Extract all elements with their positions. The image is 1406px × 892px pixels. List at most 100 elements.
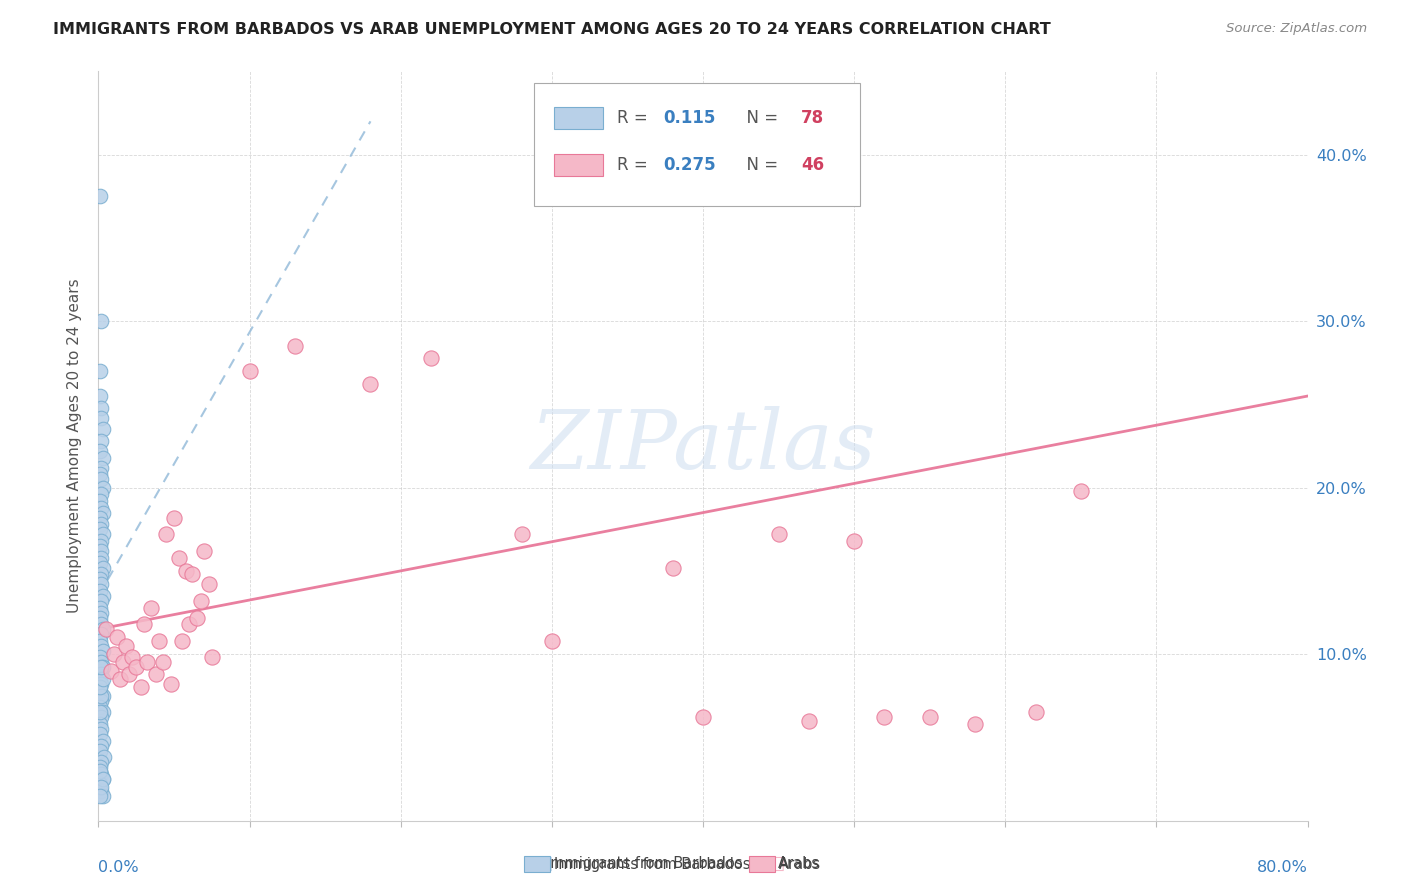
Point <box>125 660 148 674</box>
Point <box>93 750 115 764</box>
Point <box>129 681 152 695</box>
Point <box>89 672 111 686</box>
Point <box>91 622 114 636</box>
Point <box>91 422 114 436</box>
Point <box>918 710 941 724</box>
Point <box>89 764 111 778</box>
Point <box>100 664 122 678</box>
Text: N =: N = <box>735 156 783 174</box>
Point <box>90 710 112 724</box>
Point <box>90 722 112 736</box>
Point <box>89 444 111 458</box>
Point <box>89 633 111 648</box>
Point <box>90 627 112 641</box>
Point <box>90 677 112 691</box>
Point <box>90 739 112 753</box>
Point <box>844 533 866 548</box>
Point <box>89 681 111 695</box>
Point <box>90 656 112 670</box>
Point <box>181 567 204 582</box>
Point <box>91 481 114 495</box>
Point <box>90 500 112 515</box>
Bar <box>554 106 603 129</box>
Point <box>90 544 112 558</box>
Point <box>201 650 224 665</box>
Point <box>193 544 215 558</box>
Point <box>90 472 112 486</box>
Point <box>90 434 112 448</box>
Point <box>89 789 111 803</box>
Point <box>114 639 136 653</box>
Point <box>90 577 112 591</box>
Point <box>90 460 112 475</box>
Text: 0.275: 0.275 <box>664 156 716 174</box>
Point <box>89 494 111 508</box>
Point <box>89 650 111 665</box>
Point <box>284 339 307 353</box>
Text: 0.0%: 0.0% <box>98 860 139 874</box>
Point <box>148 633 170 648</box>
Text: 0.115: 0.115 <box>664 109 716 127</box>
FancyBboxPatch shape <box>534 83 860 206</box>
Bar <box>554 153 603 177</box>
Point <box>1024 706 1046 720</box>
Point <box>118 667 141 681</box>
Point <box>190 594 212 608</box>
Point <box>152 656 174 670</box>
Point <box>89 364 111 378</box>
Point <box>91 789 114 803</box>
Point <box>132 617 155 632</box>
Text: □: □ <box>534 854 553 873</box>
Text: Arabs: Arabs <box>778 856 820 871</box>
Point <box>239 364 262 378</box>
Point <box>89 744 111 758</box>
Point <box>90 487 112 501</box>
Text: Source: ZipAtlas.com: Source: ZipAtlas.com <box>1226 22 1367 36</box>
Point <box>873 710 896 724</box>
Point <box>89 389 111 403</box>
Point <box>90 756 112 770</box>
Point <box>90 410 112 425</box>
Text: □: □ <box>766 854 785 873</box>
Point <box>692 710 714 724</box>
Point <box>510 527 533 541</box>
Text: Arabs: Arabs <box>779 857 821 871</box>
Point <box>103 647 125 661</box>
Point <box>90 517 112 532</box>
Point <box>89 467 111 482</box>
Point <box>661 560 683 574</box>
Point <box>89 189 111 203</box>
Point <box>167 550 190 565</box>
Point <box>135 656 157 670</box>
Point <box>91 450 114 465</box>
Point <box>90 694 112 708</box>
Text: 78: 78 <box>801 109 824 127</box>
Text: R =: R = <box>617 156 654 174</box>
Y-axis label: Unemployment Among Ages 20 to 24 years: Unemployment Among Ages 20 to 24 years <box>67 278 83 614</box>
Point <box>89 700 111 714</box>
Point <box>91 527 114 541</box>
Point <box>90 594 112 608</box>
Text: 46: 46 <box>801 156 824 174</box>
Text: N =: N = <box>735 109 783 127</box>
Point <box>89 706 111 720</box>
Point <box>90 783 112 797</box>
Point <box>89 717 111 731</box>
Point <box>90 767 112 781</box>
Point <box>90 689 112 703</box>
Point <box>89 777 111 791</box>
Point <box>90 660 112 674</box>
Point <box>91 689 114 703</box>
Point <box>108 672 131 686</box>
Point <box>89 510 111 524</box>
Point <box>170 633 193 648</box>
Point <box>89 556 111 570</box>
Point <box>160 677 183 691</box>
Point <box>89 600 111 615</box>
Point <box>420 351 443 365</box>
Point <box>179 617 201 632</box>
Point <box>90 314 112 328</box>
Point <box>768 527 790 541</box>
Point <box>90 606 112 620</box>
Point <box>965 717 987 731</box>
